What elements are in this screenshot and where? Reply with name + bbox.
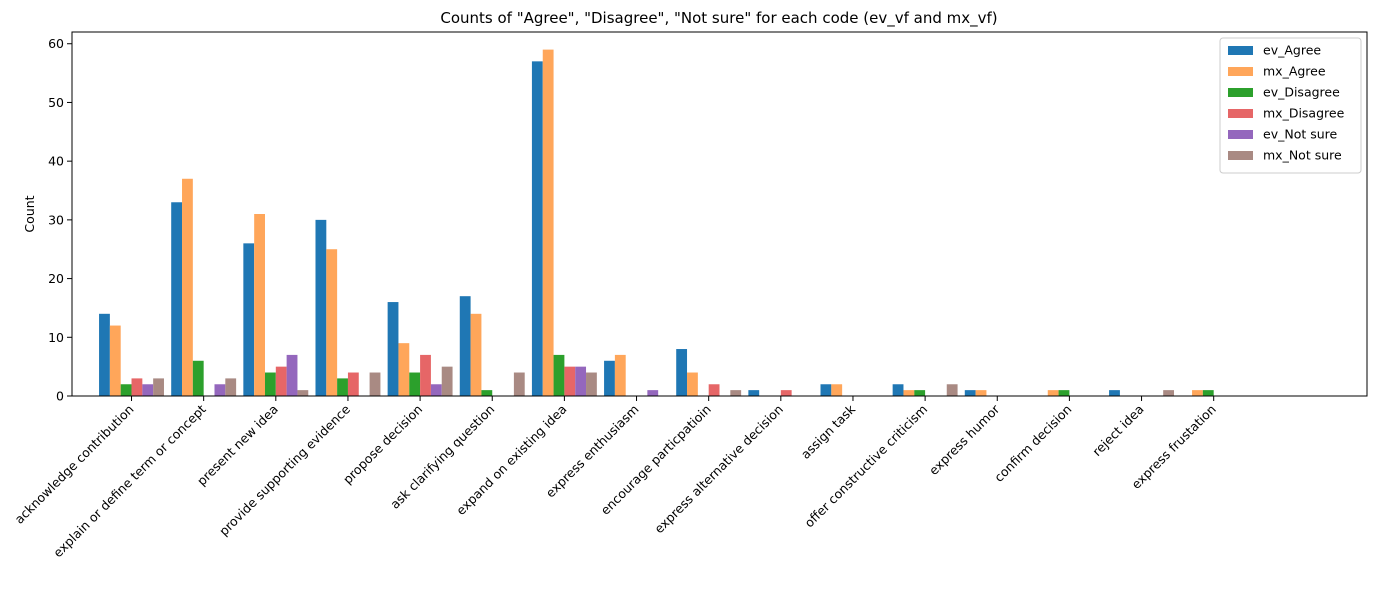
bar-mx_disagree-9 — [780, 390, 792, 396]
bar-ev_not-sure-6 — [575, 366, 587, 396]
chart-title: Counts of "Agree", "Disagree", "Not sure… — [440, 9, 997, 28]
bar-ev_disagree-1 — [192, 360, 204, 396]
bar-ev_disagree-4 — [409, 372, 421, 396]
legend-label: ev_Not sure — [1263, 127, 1338, 142]
y-tick-label: 20 — [48, 271, 64, 286]
bar-mx_agree-10 — [831, 384, 843, 396]
bar-mx_disagree-8 — [708, 384, 720, 396]
bar-mx_agree-11 — [903, 390, 915, 396]
legend: ev_Agree mx_Agree ev_Disagree mx_Disagreeev… — [1219, 37, 1362, 174]
bar-mx_agree-1 — [182, 178, 193, 396]
bar-ev_agree-10 — [820, 384, 832, 396]
bar-ev_agree-8 — [676, 349, 688, 396]
bar-mx_not-sure-2 — [297, 390, 309, 396]
bar-ev_disagree-13 — [1058, 390, 1070, 396]
bar-ev_agree-7 — [604, 360, 615, 396]
bar-mx_not-sure-1 — [225, 378, 237, 396]
plot-frame — [71, 31, 1368, 397]
bar-ev_agree-2 — [243, 243, 255, 396]
legend-swatch — [1228, 88, 1253, 97]
y-tick-label: 30 — [48, 212, 64, 227]
bar-ev_agree-5 — [459, 296, 471, 396]
bar-ev_disagree-3 — [337, 378, 348, 396]
y-tick-label: 60 — [48, 36, 64, 51]
bar-mx_agree-13 — [1047, 390, 1059, 396]
y-tick-label: 10 — [48, 330, 64, 345]
bar-mx_disagree-6 — [564, 366, 576, 396]
x-tick-label: assign task — [798, 401, 859, 462]
bar-ev_agree-14 — [1109, 390, 1120, 396]
bar-mx_not-sure-11 — [946, 384, 958, 396]
bar-ev_disagree-11 — [914, 390, 926, 396]
legend-swatch — [1228, 151, 1253, 160]
legend-frame — [1219, 37, 1362, 174]
bar-ev_disagree-5 — [481, 390, 493, 396]
x-tick-label: reject idea — [1089, 402, 1146, 459]
x-tick-label: express humor — [926, 401, 1003, 478]
y-tick-label: 0 — [56, 389, 64, 404]
bar-ev_agree-3 — [315, 219, 327, 396]
x-tick-label: explain or define term or concept — [50, 401, 209, 560]
x-tick-label: provide supporting evidence — [216, 401, 353, 538]
bar-ev_agree-1 — [171, 202, 183, 396]
y-tick-label: 40 — [48, 154, 64, 169]
bar-ev_agree-11 — [892, 384, 904, 396]
bar-ev_disagree-15 — [1202, 390, 1214, 396]
legend-label: ev_Agree — [1263, 43, 1321, 58]
bar-ev_agree-12 — [964, 390, 976, 396]
bar-ev_agree-6 — [531, 61, 543, 396]
bar-ev_not-sure-1 — [214, 384, 226, 396]
legend-label: mx_Not sure — [1263, 148, 1342, 163]
bar-mx_disagree-4 — [420, 354, 431, 396]
y-tick-label: 50 — [48, 95, 64, 110]
legend-swatch — [1228, 130, 1253, 139]
bar-ev_disagree-0 — [120, 384, 132, 396]
bar-ev_disagree-2 — [264, 372, 276, 396]
bar-ev_not-sure-7 — [647, 390, 659, 396]
bar-ev_agree-0 — [99, 313, 110, 396]
bar-ev_disagree-6 — [553, 354, 565, 396]
bar-mx_agree-8 — [687, 372, 698, 396]
x-tick-label: propose decision — [340, 402, 425, 487]
legend-swatch — [1228, 67, 1253, 76]
bar-mx_agree-3 — [326, 249, 338, 396]
bar-ev_not-sure-2 — [286, 354, 298, 396]
legend-swatch — [1228, 46, 1253, 55]
bar-mx_agree-12 — [975, 390, 987, 396]
bar-mx_agree-6 — [542, 49, 554, 397]
legend-swatch — [1228, 109, 1253, 118]
bar-ev_agree-4 — [387, 302, 399, 396]
bar-mx_not-sure-14 — [1163, 390, 1175, 396]
bar-mx_agree-2 — [254, 214, 265, 396]
y-axis-ticks: 0 10 20 30 40 50 60 — [48, 36, 72, 404]
x-tick-label: offer constructive criticism — [801, 402, 930, 531]
bars-group — [99, 49, 1214, 397]
bar-mx_agree-0 — [109, 325, 121, 396]
bar-ev_not-sure-4 — [430, 384, 442, 396]
bar-ev_agree-9 — [748, 390, 760, 396]
bar-mx_not-sure-6 — [586, 372, 597, 396]
y-axis-title: Count — [22, 195, 37, 232]
bar-mx_disagree-2 — [275, 366, 287, 396]
x-tick-label: confirm decision — [991, 402, 1074, 485]
bar-mx_disagree-0 — [131, 378, 143, 396]
legend-label: mx_Agree — [1263, 64, 1326, 79]
bar-mx_agree-15 — [1192, 390, 1203, 396]
legend-label: ev_Disagree — [1263, 85, 1340, 100]
legend-label: mx_Disagree — [1263, 106, 1345, 121]
bar-mx_agree-4 — [398, 343, 410, 396]
bar-mx_not-sure-5 — [513, 372, 525, 396]
x-tick-label: acknowledge contribution — [11, 402, 136, 527]
x-tick-label: express alternative decision — [651, 402, 786, 537]
bar-mx_disagree-3 — [347, 372, 359, 396]
bar-mx_agree-5 — [470, 313, 482, 396]
bar-mx_not-sure-8 — [730, 390, 742, 396]
bar-mx_not-sure-0 — [153, 378, 164, 396]
bar-mx_not-sure-4 — [441, 366, 453, 396]
bar-mx_not-sure-3 — [369, 372, 381, 396]
bar-ev_not-sure-0 — [142, 384, 154, 396]
bar-mx_agree-7 — [614, 354, 626, 396]
